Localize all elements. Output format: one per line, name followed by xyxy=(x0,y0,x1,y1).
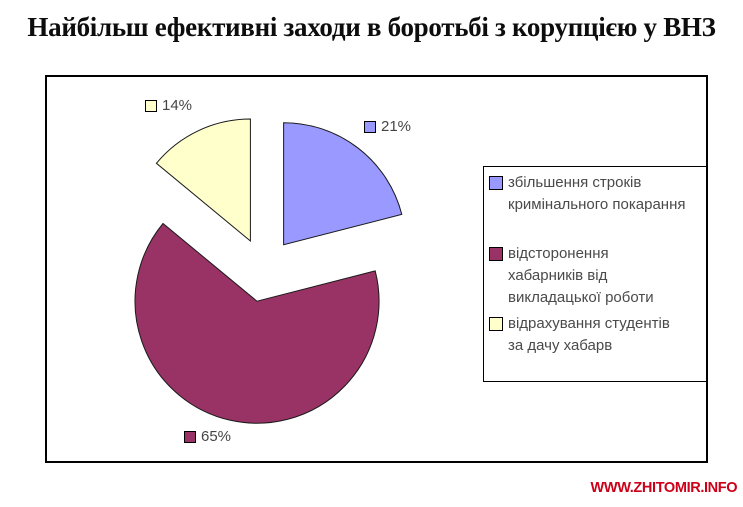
chart-legend: збільшення строків кримінального покаран… xyxy=(483,166,707,382)
legend-entry-label: відсторонення хабарників від викладацько… xyxy=(508,243,654,309)
chart-plot-area: 14% 21% 65% збільшення строків криміналь… xyxy=(45,75,708,463)
legend-entry-blue: збільшення строків кримінального покаран… xyxy=(489,172,685,216)
legend-line: хабарників від xyxy=(508,267,608,284)
legend-entry-label: збільшення строків кримінального покаран… xyxy=(508,172,685,216)
legend-line: відсторонення xyxy=(508,245,609,262)
legend-maroon-swatch-icon xyxy=(489,247,503,261)
maroon-slice-swatch-icon xyxy=(184,430,196,443)
legend-line: за дачу хабарв xyxy=(508,337,613,354)
legend-entry-yellow: відрахування студентів за дачу хабарв xyxy=(489,313,670,357)
legend-line: кримінального покарання xyxy=(508,196,686,213)
legend-yellow-swatch-icon xyxy=(489,317,503,331)
yellow-slice-swatch-icon xyxy=(145,99,157,112)
blue-slice-swatch-icon xyxy=(364,120,376,133)
legend-blue-swatch-icon xyxy=(489,176,503,190)
data-label-yellow-slice: 14% xyxy=(145,97,192,114)
pie-slice-2 xyxy=(155,118,251,243)
legend-line: відрахування студентів xyxy=(508,315,670,332)
legend-entry-maroon: відсторонення хабарників від викладацько… xyxy=(489,243,654,309)
data-label-text: 65% xyxy=(201,428,232,445)
watermark: WWW.ZHITOMIR.INFO xyxy=(590,479,737,496)
pie-slice-0 xyxy=(283,122,403,246)
data-label-maroon-slice: 65% xyxy=(184,428,231,445)
chart-title: Найбільш ефективні заходи в боротьбі з к… xyxy=(27,12,716,42)
data-label-text: 14% xyxy=(162,97,193,114)
legend-line: викладацької роботи xyxy=(508,289,654,306)
pie-chart xyxy=(134,118,403,424)
legend-line: збільшення строків xyxy=(508,174,642,191)
pie-slice-1 xyxy=(134,222,380,424)
legend-entry-label: відрахування студентів за дачу хабарв xyxy=(508,313,670,357)
data-label-text: 21% xyxy=(381,118,412,135)
data-label-blue-slice: 21% xyxy=(364,118,411,135)
